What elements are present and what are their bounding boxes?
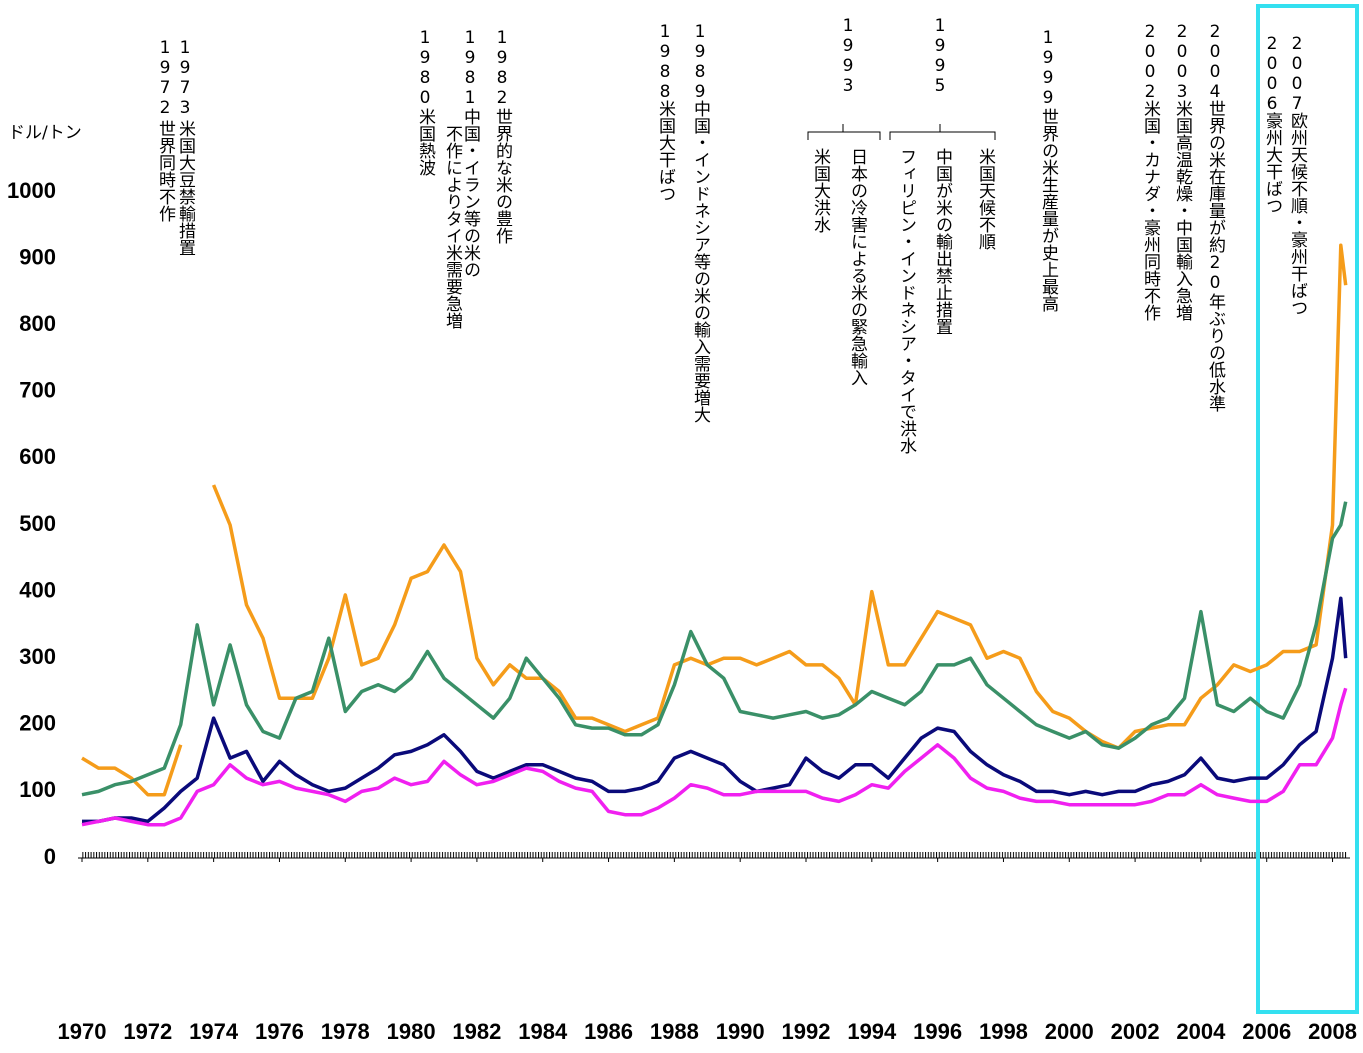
annotation-year: 2002 bbox=[1140, 22, 1160, 102]
x-tick-label: 1984 bbox=[518, 1019, 568, 1044]
annotation-year: 1993 bbox=[838, 16, 858, 96]
unit-label: ドル/トン bbox=[8, 123, 82, 143]
y-tick-label: 400 bbox=[19, 577, 56, 602]
y-tick-label: 100 bbox=[19, 777, 56, 802]
annotation-text: 中国・イラン等の米の bbox=[460, 108, 480, 278]
x-tick-label: 2006 bbox=[1242, 1019, 1291, 1044]
x-tick-label: 2000 bbox=[1045, 1019, 1094, 1044]
annotation-year: 1972 bbox=[155, 38, 175, 118]
x-tick-label: 1972 bbox=[123, 1019, 172, 1044]
annotation-text: 米国天候不順 bbox=[975, 148, 995, 250]
annotation-text: 米国・カナダ・豪州同時不作 bbox=[1140, 100, 1160, 321]
annotation-year: 2004 bbox=[1205, 22, 1225, 102]
annotation-text: 世界同時不作 bbox=[155, 120, 175, 222]
annotation-text: 米国熱波 bbox=[415, 108, 435, 176]
y-tick-label: 800 bbox=[19, 311, 56, 336]
x-tick-label: 1974 bbox=[189, 1019, 239, 1044]
y-tick-label: 300 bbox=[19, 644, 56, 669]
annotation-text: 豪州大干ばつ bbox=[1262, 112, 1282, 214]
annotation-year: 1980 bbox=[415, 28, 435, 108]
annotation-year: 1973 bbox=[175, 38, 195, 118]
x-tick-label: 2002 bbox=[1111, 1019, 1160, 1044]
series-line bbox=[82, 596, 1348, 824]
annotation-year: 2007 bbox=[1287, 34, 1307, 114]
annotation-year: 2006 bbox=[1262, 34, 1282, 114]
y-tick-label: 600 bbox=[19, 444, 56, 469]
y-tick-label: 1000 bbox=[7, 178, 56, 203]
annotation-text: 日本の冷害による米の緊急輸入 bbox=[847, 148, 867, 386]
series-line bbox=[81, 243, 1348, 797]
annotation-year: 1981 bbox=[460, 28, 480, 108]
x-tick-label: 2004 bbox=[1176, 1019, 1226, 1044]
annotation-text: 欧州天候不順・豪州干ばつ bbox=[1287, 112, 1307, 316]
bracket-1993 bbox=[807, 124, 881, 140]
x-tick-label: 1990 bbox=[716, 1019, 765, 1044]
y-tick-label: 500 bbox=[19, 511, 56, 536]
y-tick-label: 0 bbox=[44, 844, 56, 869]
x-tick-label: 1970 bbox=[58, 1019, 107, 1044]
bracket-1995 bbox=[889, 124, 996, 140]
series-line bbox=[81, 501, 1348, 797]
annotation-year: 2003 bbox=[1172, 22, 1192, 102]
annotation-year: 1999 bbox=[1038, 28, 1058, 108]
x-tick-label: 1976 bbox=[255, 1019, 304, 1044]
annotation-text: 世界の米生産量が史上最高 bbox=[1038, 108, 1058, 312]
annotation-text: 米国大干ばつ bbox=[655, 100, 675, 202]
annotation-text: 中国・インドネシア等の米の輸入需要増大 bbox=[690, 100, 710, 423]
x-tick-label: 1992 bbox=[782, 1019, 831, 1044]
annotation-year: 1982 bbox=[492, 28, 512, 108]
annotation-text: 世界的な米の豊作 bbox=[492, 108, 512, 244]
annotation-text: 米国大洪水 bbox=[810, 148, 830, 233]
x-tick-label: 1994 bbox=[847, 1019, 897, 1044]
annotation-text: フィリピン・インドネシア・タイで洪水 bbox=[896, 148, 916, 454]
y-tick-label: 200 bbox=[19, 711, 56, 736]
x-tick-label: 1996 bbox=[913, 1019, 962, 1044]
y-tick-label: 700 bbox=[19, 378, 56, 403]
annotation-text: 米国大豆禁輸措置 bbox=[175, 120, 195, 256]
annotation-year: 1989 bbox=[690, 22, 710, 102]
annotation-text: 世界の米在庫量が約20年ぶりの低水準 bbox=[1205, 100, 1225, 412]
x-tick-label: 1982 bbox=[452, 1019, 501, 1044]
annotation-text: 不作によりタイ米需要急増 bbox=[442, 125, 462, 329]
x-tick-label: 2008 bbox=[1308, 1019, 1357, 1044]
x-tick-label: 1988 bbox=[650, 1019, 699, 1044]
highlight-box bbox=[1256, 4, 1359, 1014]
x-tick-label: 1998 bbox=[979, 1019, 1028, 1044]
x-tick-label: 1978 bbox=[321, 1019, 370, 1044]
series-line bbox=[81, 687, 1348, 827]
x-tick-label: 1986 bbox=[584, 1019, 633, 1044]
annotation-year: 1988 bbox=[655, 22, 675, 102]
annotation-text: 米国高温乾燥・中国輸入急増 bbox=[1172, 100, 1192, 321]
minor-ticks bbox=[82, 852, 1347, 858]
annotation-text: 中国が米の輸出禁止措置 bbox=[932, 148, 952, 335]
annotation-year: 1995 bbox=[930, 16, 950, 96]
y-tick-label: 900 bbox=[19, 244, 56, 269]
x-tick-label: 1980 bbox=[387, 1019, 436, 1044]
